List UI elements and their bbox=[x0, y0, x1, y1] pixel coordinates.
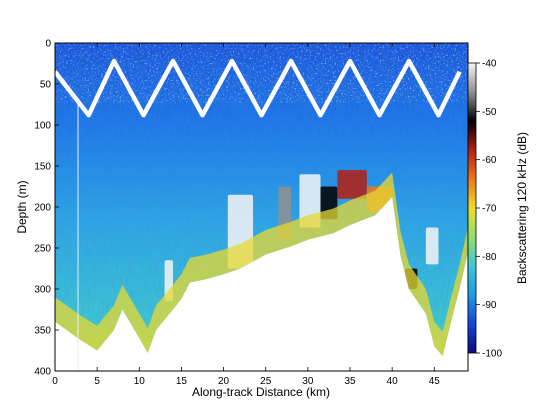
colorbar-label: Backscattering 120 kHz (dB) bbox=[515, 132, 529, 284]
colorbar-tick-label: -60 bbox=[482, 155, 497, 166]
x-tick-label: 45 bbox=[429, 376, 441, 387]
colorbar-tick-label: -70 bbox=[482, 204, 497, 215]
x-tick-label: 0 bbox=[52, 376, 58, 387]
y-tick-label: 200 bbox=[34, 203, 51, 214]
plot-area bbox=[55, 43, 468, 371]
y-tick-label: 300 bbox=[34, 285, 51, 296]
near-bottom-band bbox=[55, 172, 468, 357]
y-axis: 0 50 100 150 200 250 300 350 400 bbox=[34, 39, 59, 378]
scattering-layer bbox=[425, 227, 439, 265]
y-tick-label: 100 bbox=[34, 121, 51, 132]
y-axis-label: Depth (m) bbox=[15, 180, 29, 233]
x-tick-label: 20 bbox=[218, 376, 230, 387]
y-tick-label: 150 bbox=[34, 162, 51, 173]
scattering-layer bbox=[337, 170, 367, 199]
colorbar-tick-label: -50 bbox=[482, 107, 497, 118]
y-tick-label: 50 bbox=[40, 80, 52, 91]
colorbar-tick-label: -40 bbox=[482, 59, 497, 70]
x-axis-label: Along-track Distance (km) bbox=[192, 385, 330, 399]
colorbar-ramp bbox=[467, 62, 477, 354]
colorbar-ticks: -40 -50 -60 -70 -80 -90 -100 bbox=[476, 59, 502, 360]
x-tick-label: 30 bbox=[302, 376, 314, 387]
y-tick-label: 250 bbox=[34, 244, 51, 255]
colorbar-tick-label: -80 bbox=[482, 252, 497, 263]
x-tick-label: 35 bbox=[344, 376, 356, 387]
colorbar-tick-label: -90 bbox=[482, 300, 497, 311]
seafloor-mask bbox=[55, 197, 468, 371]
y-tick-label: 350 bbox=[34, 326, 51, 337]
x-axis: 0 5 10 15 20 25 30 35 40 45 bbox=[52, 43, 440, 387]
x-tick-label: 10 bbox=[134, 376, 146, 387]
y-tick-label: 0 bbox=[45, 39, 51, 50]
colorbar: -40 -50 -60 -70 -80 -90 -100 Backscattering 12… bbox=[467, 59, 529, 360]
x-tick-label: 40 bbox=[387, 376, 399, 387]
x-tick-label: 15 bbox=[176, 376, 188, 387]
x-tick-label: 5 bbox=[94, 376, 100, 387]
towyo-track-line bbox=[55, 58, 462, 118]
colorbar-tick-label: -100 bbox=[482, 349, 502, 360]
x-tick-label: 25 bbox=[260, 376, 272, 387]
y-tick-label: 400 bbox=[34, 367, 51, 378]
